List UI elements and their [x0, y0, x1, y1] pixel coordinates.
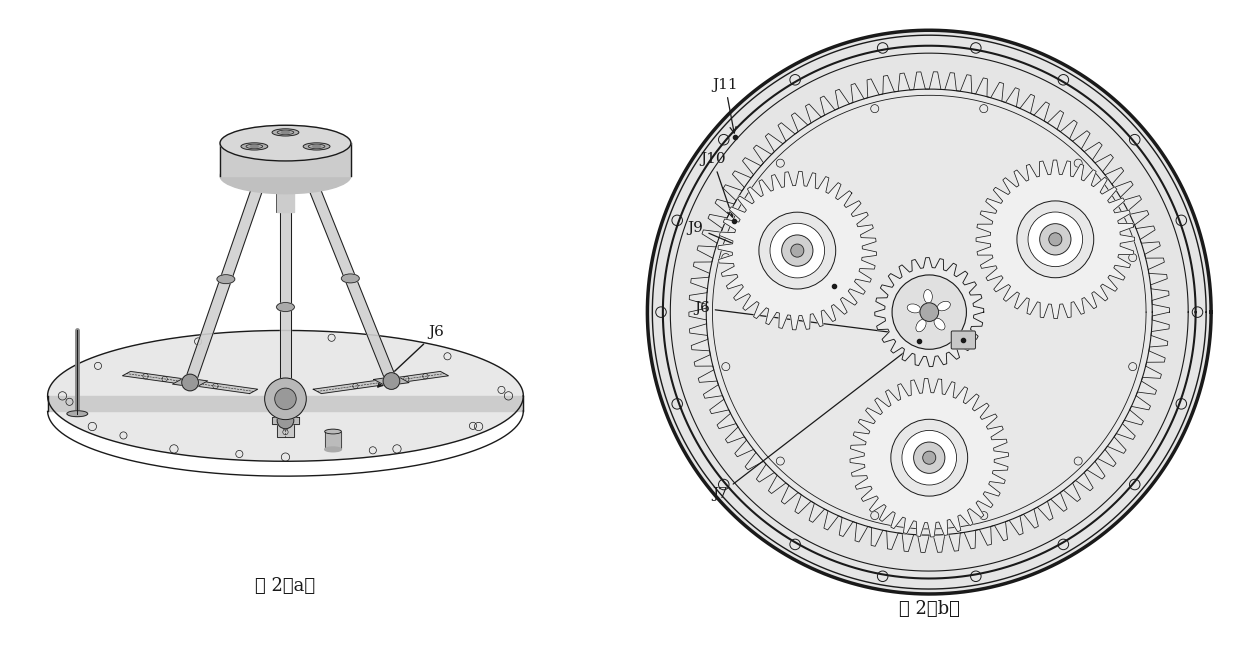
Ellipse shape [250, 145, 259, 147]
Ellipse shape [273, 129, 299, 136]
Ellipse shape [304, 143, 330, 150]
Circle shape [383, 373, 400, 389]
Polygon shape [325, 432, 342, 449]
Ellipse shape [923, 289, 933, 303]
Polygon shape [221, 143, 351, 176]
Circle shape [923, 451, 935, 464]
Circle shape [782, 235, 813, 266]
Ellipse shape [325, 447, 342, 452]
Polygon shape [689, 72, 1170, 552]
Text: J10: J10 [700, 153, 733, 217]
Polygon shape [976, 160, 1135, 319]
Circle shape [913, 442, 945, 473]
Circle shape [760, 212, 836, 289]
Ellipse shape [938, 301, 950, 311]
Polygon shape [648, 31, 1211, 594]
Polygon shape [47, 330, 523, 461]
Text: J6: J6 [378, 325, 444, 387]
Polygon shape [273, 417, 299, 424]
Text: J6: J6 [694, 301, 947, 342]
Circle shape [902, 430, 957, 485]
Circle shape [891, 419, 968, 496]
Ellipse shape [276, 302, 295, 312]
Ellipse shape [312, 145, 321, 147]
Circle shape [892, 275, 966, 349]
Ellipse shape [916, 319, 926, 332]
Circle shape [278, 412, 294, 429]
Text: J7: J7 [712, 344, 916, 501]
Circle shape [790, 244, 804, 257]
Text: 图 2（a）: 图 2（a） [255, 577, 316, 595]
Ellipse shape [221, 158, 351, 193]
Circle shape [182, 374, 198, 391]
Polygon shape [47, 396, 523, 411]
Ellipse shape [67, 411, 88, 417]
Text: J11: J11 [712, 78, 738, 133]
Polygon shape [313, 371, 449, 393]
Circle shape [275, 388, 296, 410]
Circle shape [769, 223, 825, 278]
Ellipse shape [934, 318, 945, 330]
Circle shape [1040, 224, 1070, 255]
Ellipse shape [221, 125, 351, 161]
Circle shape [265, 378, 306, 420]
Ellipse shape [342, 274, 359, 283]
Text: J9: J9 [688, 221, 830, 285]
Ellipse shape [325, 429, 342, 434]
Polygon shape [185, 176, 268, 382]
Polygon shape [172, 378, 208, 387]
Circle shape [706, 89, 1152, 535]
Circle shape [1049, 233, 1062, 246]
Circle shape [1028, 212, 1083, 267]
Ellipse shape [217, 275, 235, 284]
Polygon shape [280, 193, 291, 421]
Polygon shape [719, 171, 876, 330]
Ellipse shape [240, 143, 268, 150]
Text: 图 2（b）: 图 2（b） [898, 600, 960, 618]
FancyBboxPatch shape [952, 331, 975, 349]
Polygon shape [875, 258, 984, 367]
Ellipse shape [281, 131, 290, 134]
Polygon shape [304, 176, 398, 381]
Circle shape [919, 303, 939, 321]
Polygon shape [276, 176, 295, 212]
Polygon shape [374, 376, 409, 386]
Polygon shape [850, 378, 1009, 537]
Polygon shape [276, 406, 295, 437]
Circle shape [1017, 201, 1094, 278]
Ellipse shape [907, 304, 921, 313]
Polygon shape [123, 371, 258, 393]
